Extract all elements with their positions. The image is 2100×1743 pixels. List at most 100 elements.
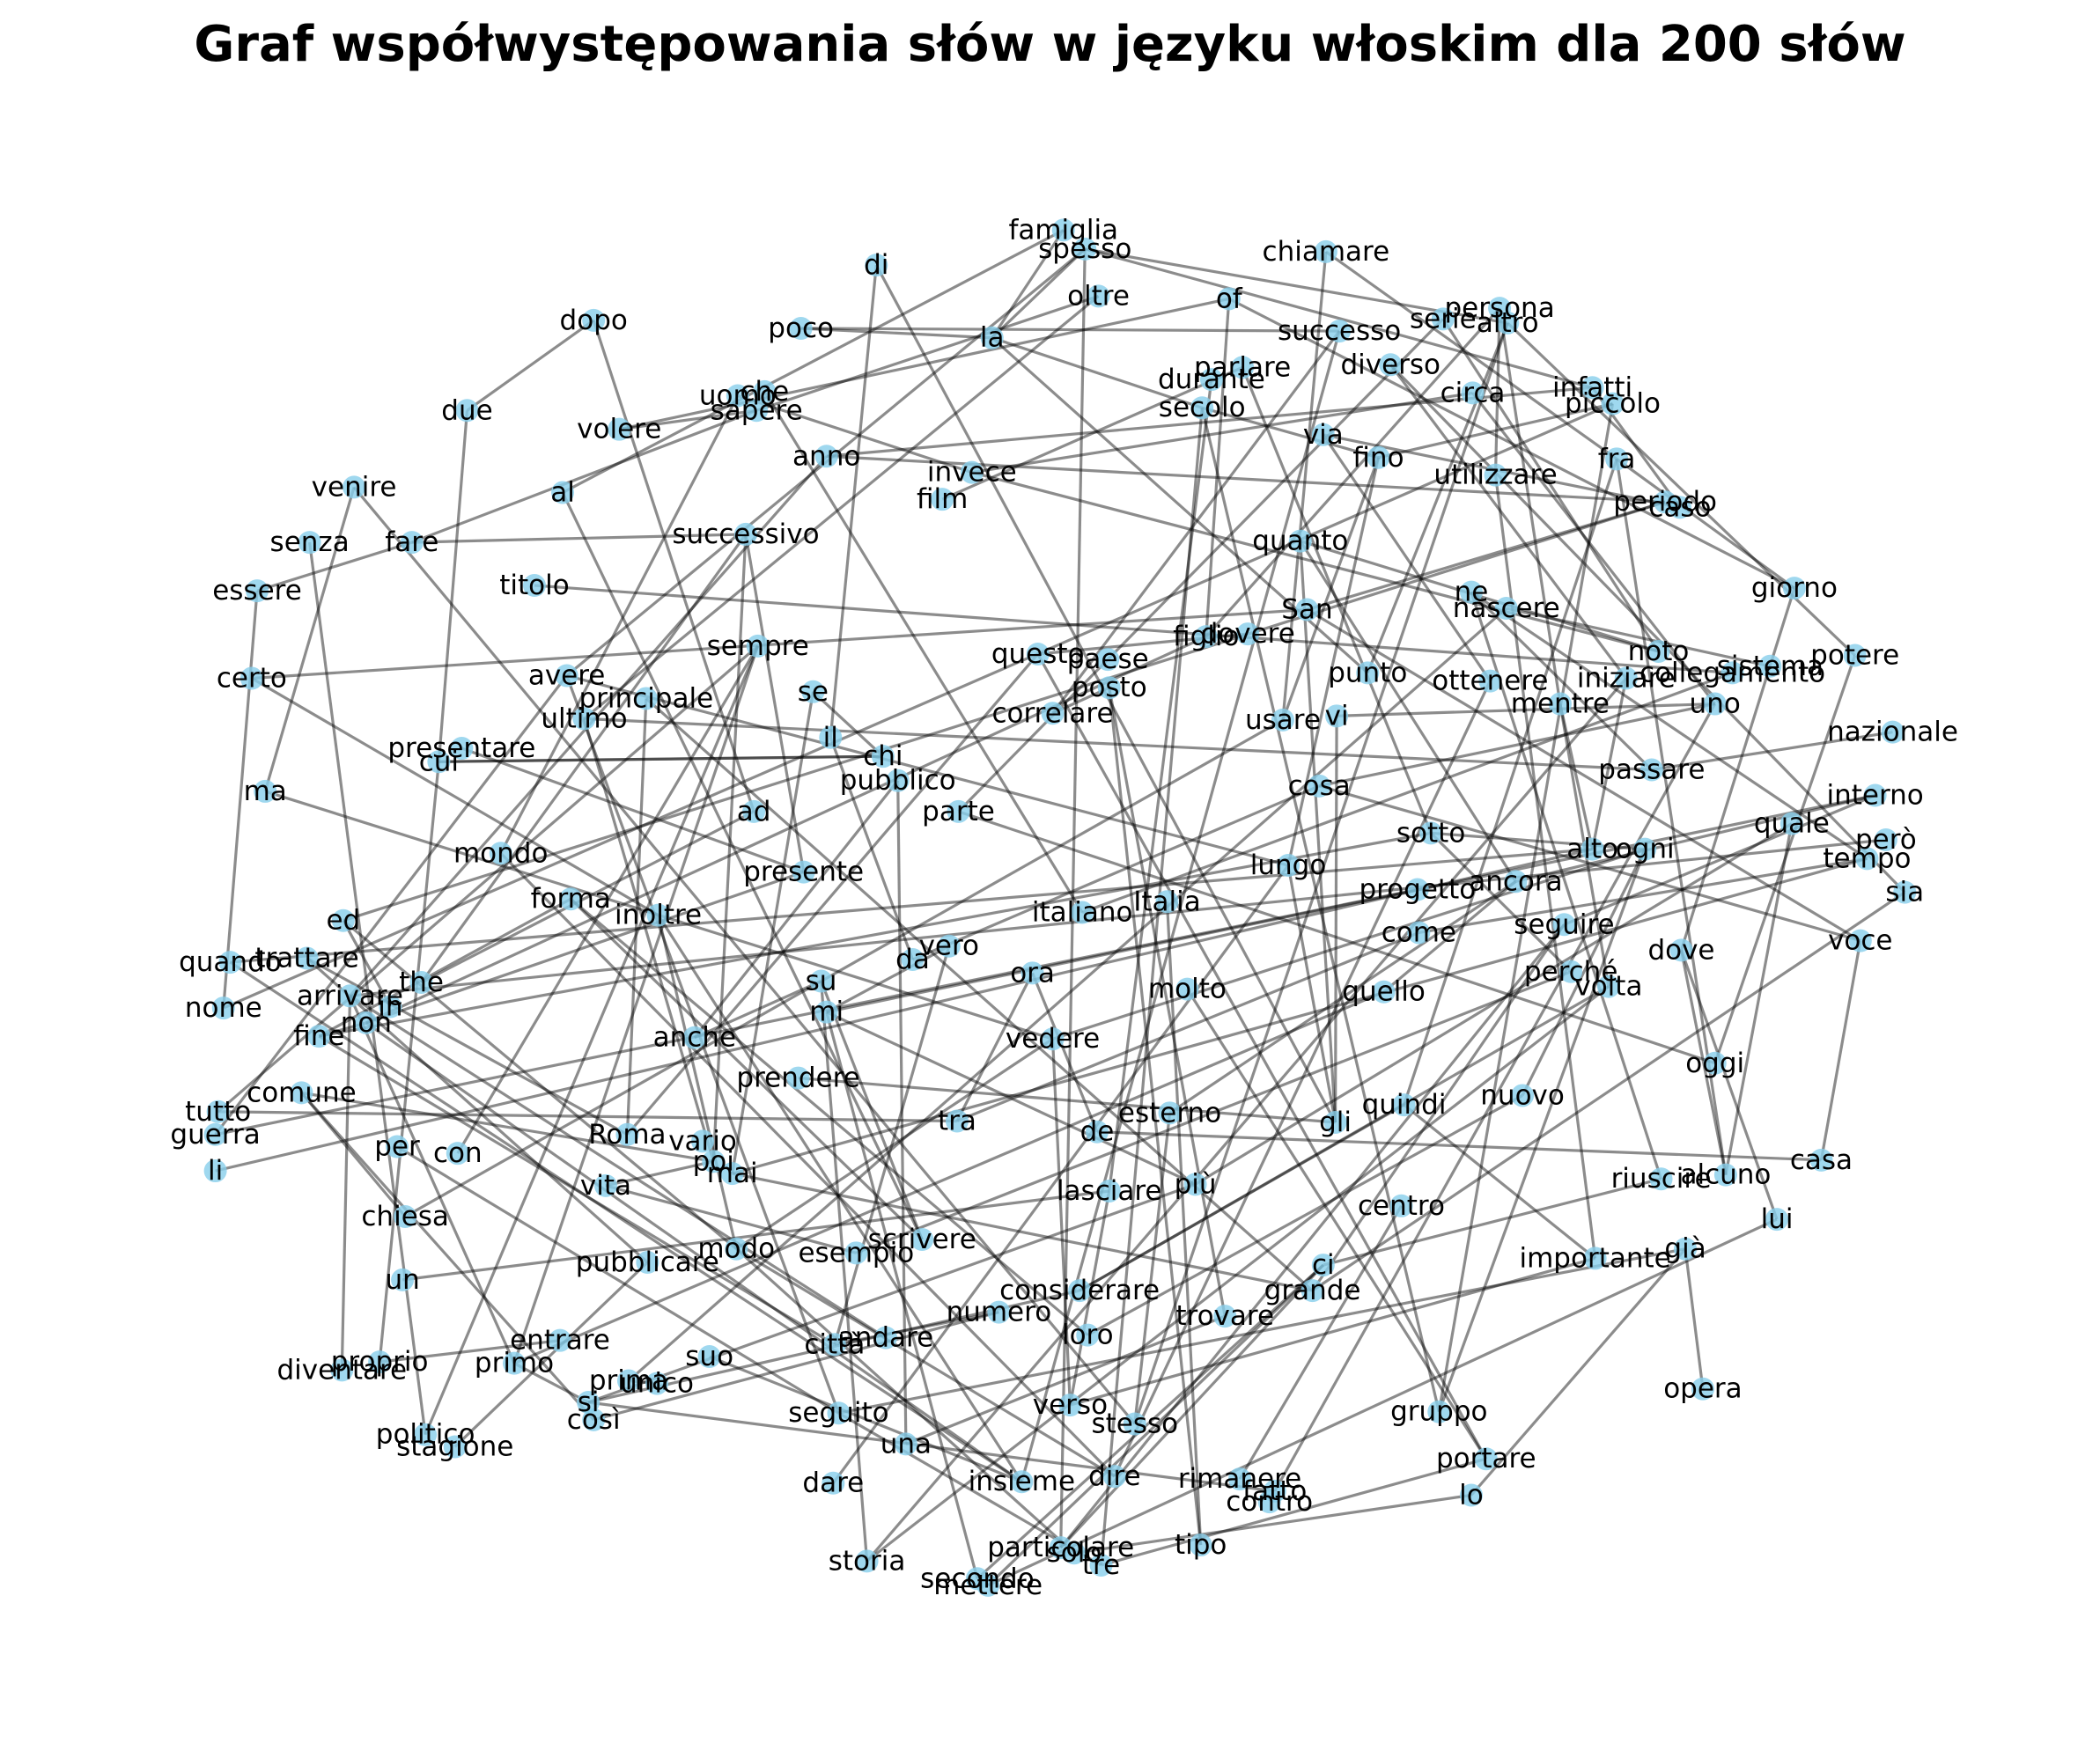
node-label-ora: ora	[1010, 957, 1055, 989]
node-paese	[1096, 648, 1120, 672]
edge-oggi-parte	[958, 810, 1716, 1065]
node-label-progetto: progetto	[1359, 874, 1476, 906]
node-label-molto: molto	[1148, 974, 1227, 1005]
node-label-seguito: seguito	[788, 1397, 888, 1429]
edge-vedere-verso	[1050, 1039, 1072, 1406]
node-label-ogni: ogni	[1616, 834, 1675, 865]
node-gli	[1323, 1111, 1347, 1135]
edge-essere-nome	[222, 591, 259, 1009]
node-poi	[702, 1150, 726, 1173]
node-label-oggi: oggi	[1685, 1048, 1744, 1079]
edge-sotto-perche	[1429, 832, 1573, 973]
edge-secolo-gruppo	[1200, 407, 1441, 1413]
node-label-solo: solo	[1047, 1537, 1102, 1569]
node-label-altro: altro	[1477, 307, 1539, 339]
node-label-non: non	[341, 1007, 392, 1039]
node-mettere	[976, 1573, 1000, 1597]
node-label-of: of	[1216, 283, 1243, 314]
node-label-quello: quello	[1342, 976, 1426, 1008]
node-chiesa	[394, 1205, 417, 1229]
edge-san-certo	[251, 607, 1308, 680]
node-label-titolo: titolo	[499, 570, 569, 601]
edge-numero-citta	[834, 1311, 999, 1346]
node-ma	[254, 779, 277, 803]
edge-storia-su	[819, 981, 869, 1562]
node-piu	[1183, 1173, 1207, 1196]
node-label-considerare: considerare	[999, 1275, 1160, 1306]
node-pero	[1874, 827, 1897, 851]
node-label-due: due	[441, 394, 492, 426]
node-label-citta: città	[804, 1328, 865, 1360]
edge-la-secolo	[991, 336, 1203, 409]
node-label-gli: gli	[1319, 1107, 1352, 1138]
node-label-secolo: secolo	[1159, 392, 1246, 423]
node-senza	[298, 531, 321, 555]
edge-oltre-ultimo	[583, 295, 1100, 720]
edge-presente-non	[365, 871, 805, 1025]
node-il	[819, 725, 843, 749]
node-nome	[211, 997, 235, 1020]
node-label-collegamento: collegamento	[1639, 657, 1825, 688]
edge-tempo-mai	[732, 857, 1868, 1175]
edge-ogni-vedere	[1052, 848, 1646, 1041]
node-progetto	[1405, 878, 1429, 901]
node-stesso	[1123, 1412, 1146, 1436]
node-nazionale	[1881, 720, 1905, 744]
edge-periodo-ed	[343, 500, 1666, 923]
edge-poi-vita	[605, 1159, 714, 1188]
node-serie	[1431, 307, 1455, 331]
edge-trovare-posto	[1108, 687, 1227, 1317]
node-dare	[822, 1471, 845, 1495]
node-che	[753, 379, 777, 403]
node-unico	[645, 1372, 669, 1395]
node-label-tutto: tutto	[185, 1096, 251, 1128]
node-label-presentare: presentare	[387, 732, 535, 764]
edge-arrivare-andare	[349, 994, 887, 1339]
edge-centro-rimanere	[1238, 1204, 1403, 1480]
node-label-vi: vi	[1325, 700, 1349, 732]
node-label-in: in	[378, 991, 402, 1023]
node-lui	[1765, 1208, 1789, 1232]
node-collegamento	[1721, 661, 1744, 685]
node-label-proprio: proprio	[331, 1346, 429, 1378]
edge-con-sempre	[456, 645, 760, 1154]
node-se	[801, 680, 825, 703]
node-label-primo: primo	[475, 1348, 554, 1379]
edge-diventare-arrivare	[340, 996, 352, 1371]
edge-piccolo-nome	[223, 402, 1614, 1010]
edge-quindi-importante	[1403, 1103, 1596, 1260]
node-numero	[987, 1300, 1011, 1324]
node-si	[577, 1391, 601, 1415]
edge-uomo-mondo	[499, 394, 740, 854]
node-diventare	[330, 1358, 354, 1382]
edge-riuscire-ci	[1323, 1177, 1662, 1267]
edge-citta-vero	[833, 945, 951, 1345]
edge-stagione-pubblicare	[453, 1261, 649, 1448]
node-considerare	[1068, 1279, 1092, 1303]
edge-presentare-presente	[461, 746, 805, 874]
node-label-prima: prima	[589, 1365, 668, 1397]
node-certo	[239, 666, 263, 690]
node-label-alcuno: alcuno	[1680, 1159, 1771, 1191]
node-label-potere: potere	[1810, 640, 1899, 672]
node-label-chiamare: chiamare	[1263, 236, 1390, 268]
node-label-al: al	[550, 477, 575, 509]
edge-fino-lungo	[1286, 457, 1381, 866]
edge-non-insieme	[365, 1021, 1023, 1483]
node-trattare	[295, 946, 319, 970]
node-label-stagione: stagione	[396, 1430, 513, 1462]
edge-successivo-poi	[711, 533, 748, 1162]
node-label-vario: vario	[668, 1125, 737, 1157]
node-storia	[855, 1549, 879, 1573]
edge-politico-sempre	[424, 645, 760, 1436]
edge-dopo-ad	[592, 320, 755, 813]
node-label-successo: successo	[1278, 315, 1401, 347]
edge-chiamare-usare	[1281, 251, 1328, 721]
node-label-riuscire: riuscire	[1611, 1163, 1712, 1195]
edge-quale-alcuno	[1724, 823, 1794, 1175]
graph-nodes	[203, 218, 1917, 1597]
node-label-correlare: correlare	[991, 697, 1113, 729]
node-grande	[1301, 1279, 1324, 1303]
node-label-poi: poi	[693, 1145, 734, 1177]
